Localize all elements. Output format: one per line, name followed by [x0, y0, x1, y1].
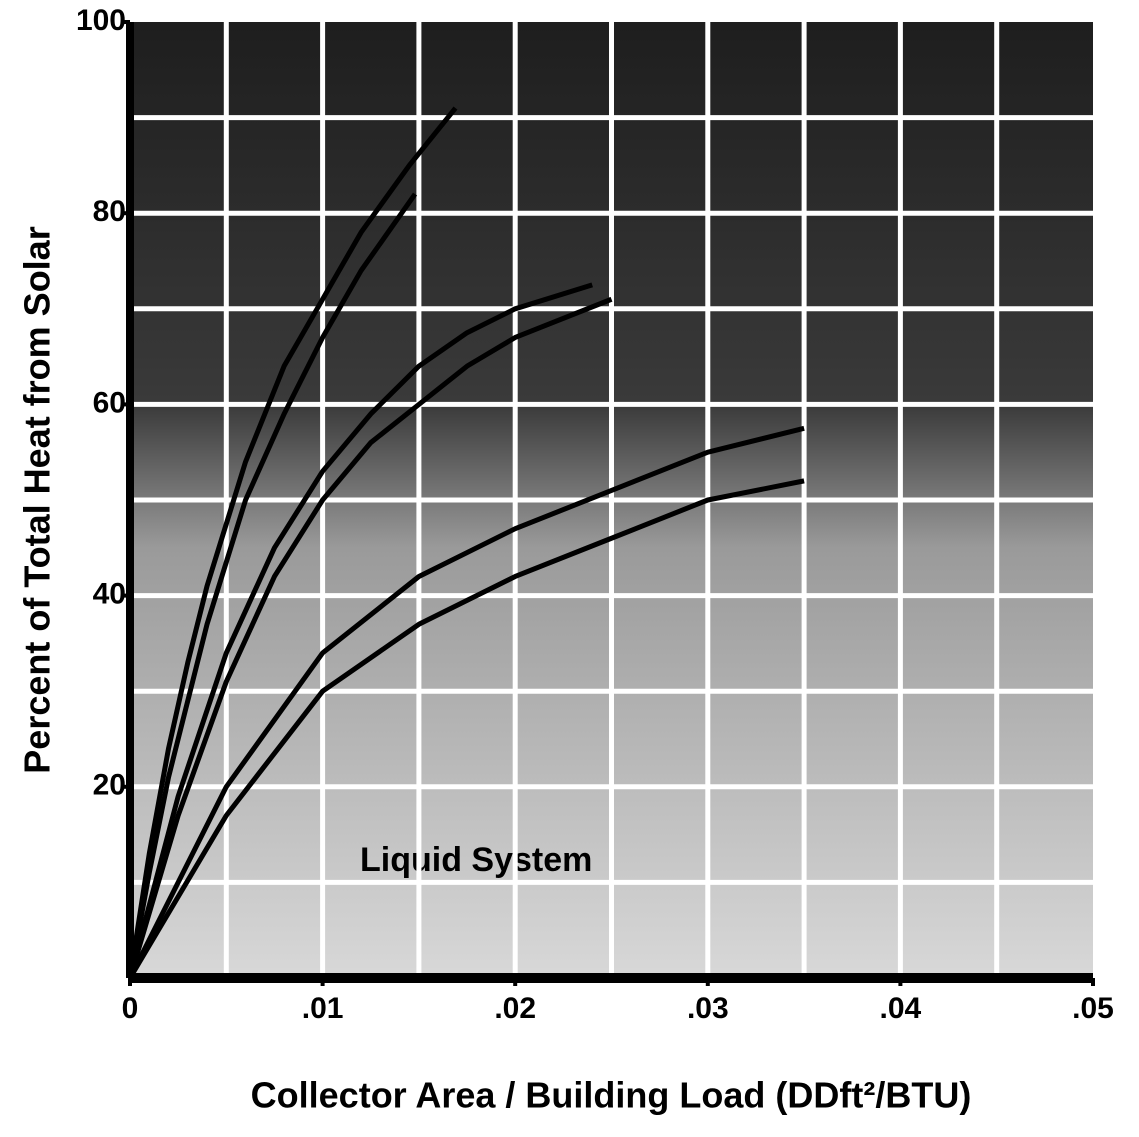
x-tick-label: .04 [880, 992, 922, 1025]
series-line [127, 425, 805, 980]
x-tick-label: .03 [687, 992, 729, 1025]
x-tick-label: .01 [302, 992, 344, 1025]
x-tick-label: .02 [494, 992, 536, 1025]
series-line [127, 106, 458, 979]
series-line [127, 282, 593, 979]
series-line [127, 192, 418, 979]
x-axis-title: Collector Area / Building Load (DDft²/BT… [251, 1075, 972, 1116]
series-line [127, 296, 613, 979]
y-tick-label: 100 [76, 4, 126, 37]
y-tick-label: 20 [93, 769, 126, 802]
x-tick-label: .05 [1072, 992, 1114, 1025]
x-tick-label: 0 [122, 992, 139, 1025]
annotation: Liquid System [360, 841, 592, 879]
y-tick-label: 40 [93, 578, 126, 611]
series-line [127, 478, 805, 980]
y-tick-label: 60 [93, 386, 126, 419]
y-tick-label: 80 [93, 195, 126, 228]
y-axis-title: Percent of Total Heat from Solar [17, 226, 58, 773]
